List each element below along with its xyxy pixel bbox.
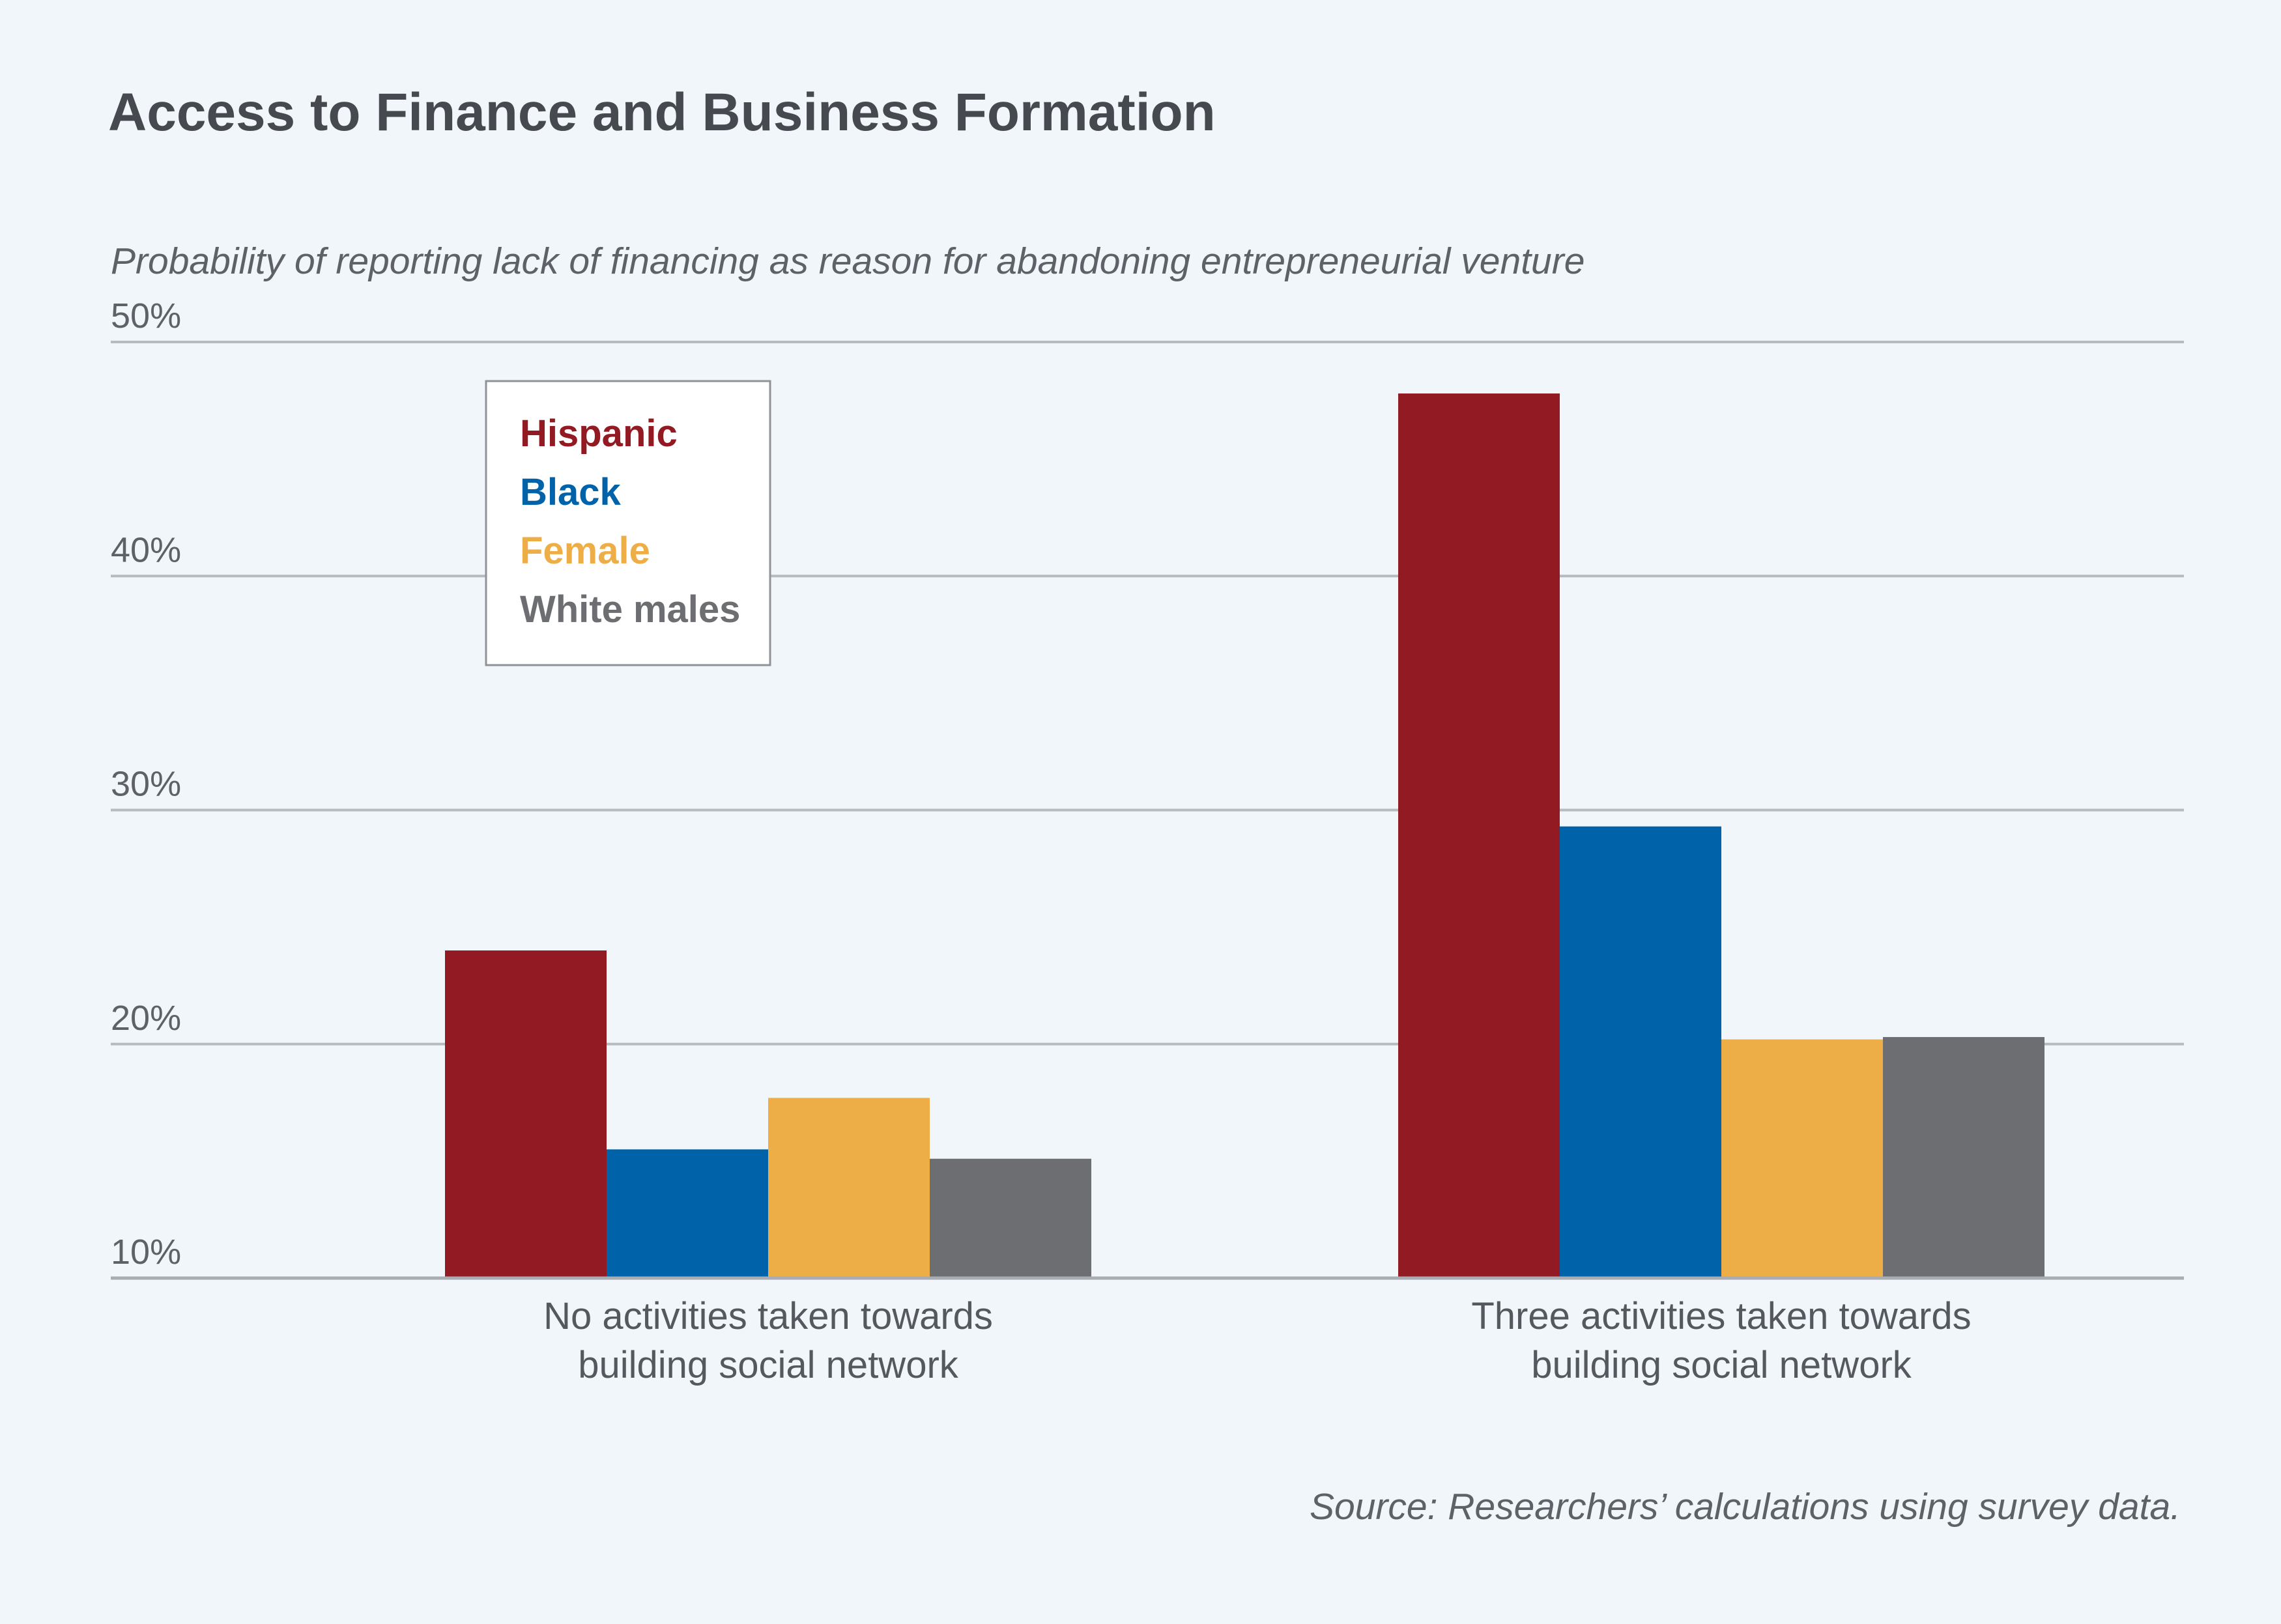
source-note: Source: Researchers’ calculations using …: [1309, 1486, 2181, 1528]
legend-item: Female: [520, 530, 650, 572]
y-tick-label: 20%: [111, 999, 181, 1038]
y-tick-label: 30%: [111, 765, 181, 804]
bar-female: [1721, 1039, 1883, 1278]
bar-black: [1560, 826, 1721, 1278]
x-category-label: No activities taken towards: [543, 1295, 993, 1337]
legend-item: White males: [520, 588, 740, 631]
x-category-label: building social network: [578, 1344, 959, 1386]
y-tick-label: 40%: [111, 530, 181, 569]
bar-white-males: [1883, 1036, 2044, 1278]
bar-white-males: [930, 1158, 1091, 1278]
x-category-label: building social network: [1531, 1344, 1912, 1386]
chart-title: Access to Finance and Business Formation: [108, 83, 1216, 142]
bar-female: [768, 1098, 930, 1278]
y-tick-label: 10%: [111, 1232, 181, 1272]
legend-item: Black: [520, 471, 622, 513]
legend-item: Hispanic: [520, 412, 678, 455]
chart-subtitle: Probability of reporting lack of financi…: [111, 240, 1585, 282]
x-category-label: Three activities taken towards: [1471, 1295, 1971, 1337]
bar-hispanic: [1398, 393, 1560, 1279]
legend-box: [485, 380, 771, 666]
y-tick-label: 50%: [111, 296, 181, 335]
bar-black: [607, 1149, 768, 1278]
bar-hispanic: [445, 950, 607, 1278]
